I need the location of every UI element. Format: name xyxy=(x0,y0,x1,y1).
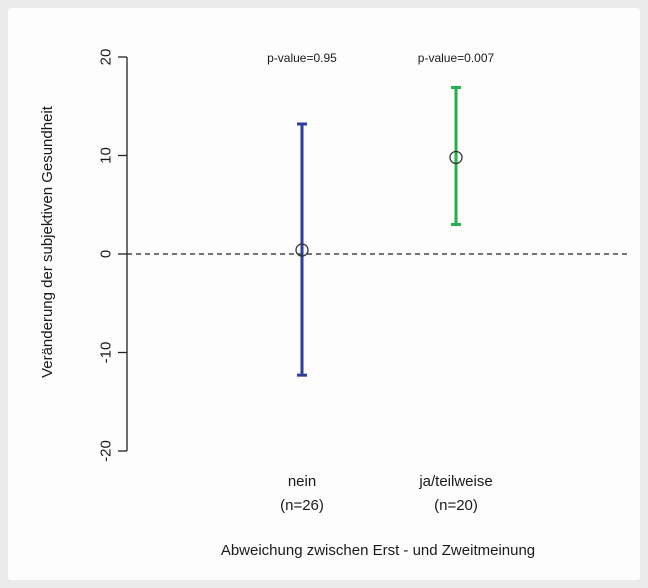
y-axis-title: Veränderung der subjektiven Gesundheit xyxy=(39,105,56,378)
chart-panel xyxy=(8,8,640,580)
error-bar-1: p-value=0.95 xyxy=(267,51,337,377)
y-tick-label: 20 xyxy=(97,49,114,66)
error-bar-2: p-value=0.007 xyxy=(418,51,495,226)
x-axis-title: Abweichung zwischen Erst - und Zweitmein… xyxy=(221,542,535,559)
y-tick-label: 10 xyxy=(97,147,114,164)
mean-point xyxy=(449,150,463,165)
y-tick-label: -20 xyxy=(97,440,114,462)
y-tick-label: 0 xyxy=(97,250,114,258)
x-category-labels: nein (n=26) ja/teilweise (n=20) xyxy=(280,473,493,514)
y-axis: 20 10 0 -10 -20 xyxy=(97,49,128,462)
error-bars: p-value=0.95 p-value=0.007 xyxy=(267,51,495,377)
x-category-label: ja/teilweise xyxy=(418,473,492,490)
x-category-n-label: (n=20) xyxy=(434,497,478,514)
x-category-n-label: (n=26) xyxy=(280,497,324,514)
p-value-annotation: p-value=0.007 xyxy=(418,51,495,65)
y-tick-label: -10 xyxy=(97,342,114,364)
mean-point xyxy=(295,243,309,257)
p-value-annotation: p-value=0.95 xyxy=(267,51,337,65)
x-category-label: nein xyxy=(288,473,316,490)
